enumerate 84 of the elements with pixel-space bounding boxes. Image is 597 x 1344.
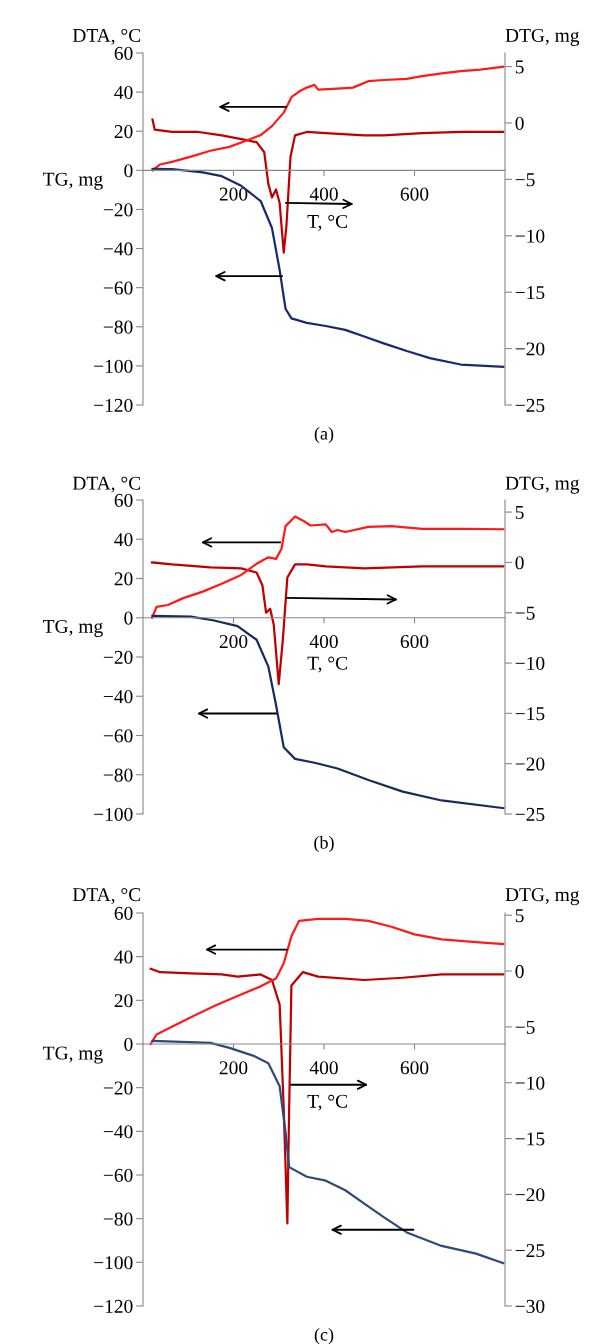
- y-tick-label: 0: [124, 1037, 133, 1051]
- y-tick-label: 40: [114, 533, 133, 547]
- y-tick-label: −80: [103, 768, 133, 782]
- y2-tick-label: −20: [515, 1188, 545, 1202]
- y-tick-label: −20: [103, 203, 133, 217]
- line-series: [151, 167, 505, 368]
- y-tick-label: 60: [114, 493, 133, 507]
- y-tick-label: 0: [124, 611, 133, 625]
- y-axis-title: DTA, °C: [72, 888, 141, 904]
- x-tick-label: 600: [400, 1061, 429, 1075]
- line-series: [150, 515, 505, 619]
- x-tick-label: 400: [309, 1061, 338, 1075]
- text: (c): [314, 1328, 334, 1344]
- line-series: [149, 917, 505, 1046]
- y-tick-label: 40: [114, 950, 133, 964]
- y-tick-label: −20: [103, 650, 133, 664]
- y2-axis-title: DTG, mg: [505, 476, 580, 494]
- x-tick-label: 200: [219, 187, 248, 201]
- y2-tick-label: −10: [515, 656, 545, 670]
- x-axis-title: T, °C: [307, 1094, 347, 1111]
- y-tick-label: −120: [94, 398, 133, 412]
- line-series: [151, 118, 505, 254]
- y2-tick-label: 0: [515, 964, 524, 978]
- y-tick-label: −60: [103, 281, 133, 295]
- y-tick-label: −40: [103, 242, 133, 256]
- x-tick-label: 600: [400, 634, 429, 649]
- y-tick-label: −80: [103, 1212, 133, 1226]
- y-tick-label: −100: [94, 1256, 133, 1270]
- y-tick-label: −20: [103, 1081, 133, 1095]
- y2-tick-label: −20: [515, 757, 545, 771]
- y-tick-label: −60: [103, 729, 133, 743]
- text: TG, mg: [43, 172, 103, 190]
- y2-tick-label: −25: [515, 398, 545, 412]
- text: (a): [314, 427, 334, 444]
- y2-tick-label: −15: [515, 1132, 545, 1146]
- y-tick-label: 40: [114, 85, 133, 100]
- x-axis-title: T, °C: [307, 656, 347, 673]
- y-axis-title: DTA, °C: [72, 476, 141, 493]
- text: TG, mg: [43, 1046, 103, 1064]
- y2-tick-label: −30: [515, 1299, 545, 1313]
- y2-tick-label: −20: [515, 342, 545, 356]
- text: (b): [314, 836, 334, 853]
- y2-tick-label: −25: [515, 807, 545, 821]
- x-axis-title: T, °C: [307, 214, 347, 231]
- y2-tick-label: 5: [515, 60, 524, 74]
- x-tick-label: 600: [400, 187, 429, 201]
- y-tick-label: 60: [114, 906, 133, 920]
- y-tick-label: 20: [114, 994, 133, 1008]
- line-series: [151, 65, 505, 172]
- x-tick-label: 200: [219, 1061, 248, 1075]
- y-axis-title: DTA, °C: [72, 28, 141, 45]
- y-tick-label: −120: [94, 1299, 133, 1313]
- y-tick-label: 20: [114, 125, 133, 139]
- y2-axis-title: DTG, mg: [505, 888, 580, 906]
- y2-tick-label: −25: [515, 1244, 545, 1258]
- y2-tick-label: 5: [515, 506, 524, 520]
- line-series: [151, 1039, 505, 1265]
- y2-tick-label: −15: [515, 286, 545, 300]
- line-series: [149, 967, 505, 1225]
- y-tick-label: 60: [114, 46, 133, 60]
- y2-tick-label: −10: [515, 1076, 545, 1090]
- y2-tick-label: 0: [515, 116, 524, 130]
- y-tick-label: 0: [124, 164, 133, 178]
- y2-tick-label: −5: [515, 1020, 535, 1034]
- y-tick-label: −60: [103, 1168, 133, 1182]
- y-tick-label: 20: [114, 572, 133, 586]
- line-series: [151, 614, 505, 810]
- x-tick-label: 400: [309, 187, 338, 201]
- y-tick-label: −40: [103, 690, 133, 704]
- x-tick-label: 400: [309, 634, 338, 649]
- y2-tick-label: −5: [515, 606, 535, 620]
- y2-axis-title: DTG, mg: [505, 28, 580, 46]
- y2-tick-label: 0: [515, 556, 524, 570]
- text: TG, mg: [43, 619, 103, 637]
- y2-tick-label: −10: [515, 229, 545, 243]
- y2-tick-label: 5: [515, 909, 524, 923]
- y2-tick-label: −5: [515, 173, 535, 187]
- y-tick-label: −100: [94, 807, 133, 821]
- y-tick-label: −100: [94, 359, 133, 373]
- line-series: [150, 561, 505, 686]
- y-tick-label: −80: [103, 320, 133, 334]
- y-tick-label: −40: [103, 1125, 133, 1139]
- y2-tick-label: −15: [515, 707, 545, 721]
- x-tick-label: 200: [219, 634, 248, 649]
